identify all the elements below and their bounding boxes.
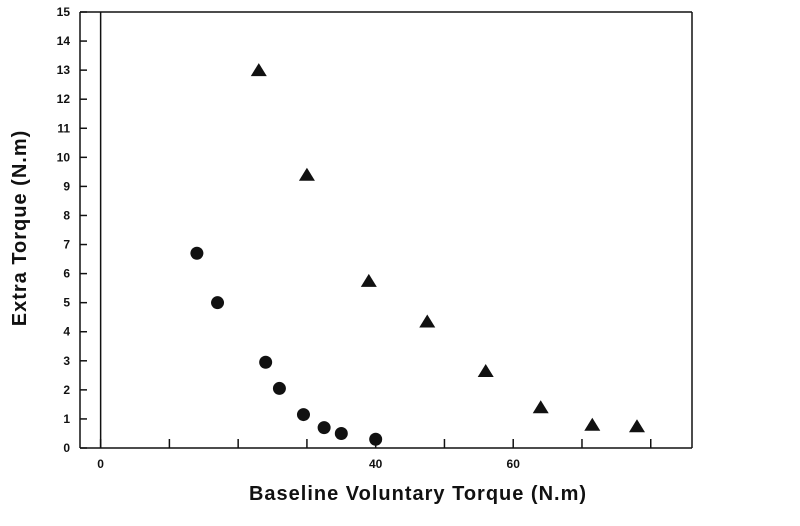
y-tick-label: 1 [63, 412, 70, 426]
triangle-point [298, 167, 315, 181]
triangle-point [360, 273, 377, 287]
y-tick-label: 0 [63, 441, 70, 455]
circle-point [211, 296, 225, 310]
triangle-point [477, 363, 494, 377]
triangle-point [584, 417, 601, 431]
x-tick-label: 60 [507, 457, 521, 471]
y-axis-title: Extra Torque (N.m) [9, 130, 31, 327]
x-axis-title: Baseline Voluntary Torque (N.m) [249, 483, 587, 505]
data-points [190, 63, 645, 446]
triangle-point [250, 63, 267, 77]
y-tick-label: 5 [63, 296, 70, 310]
circle-point [334, 426, 348, 440]
circle-point [190, 246, 204, 260]
y-tick-label: 6 [63, 267, 70, 281]
circle-point [296, 408, 310, 422]
circle-point [272, 381, 286, 395]
circle-point [317, 421, 331, 435]
y-tick-label: 14 [57, 34, 71, 48]
y-tick-label: 12 [57, 92, 71, 106]
y-tick-label: 4 [63, 325, 70, 339]
y-tick-label: 7 [63, 238, 70, 252]
triangle-point [628, 419, 645, 433]
y-tick-label: 9 [63, 179, 70, 193]
y-tick-label: 2 [63, 383, 70, 397]
y-tick-label: 10 [57, 150, 71, 164]
y-tick-label: 3 [63, 354, 70, 368]
x-tick-label: 40 [369, 457, 383, 471]
triangle-point [419, 314, 436, 328]
y-tick-label: 8 [63, 208, 70, 222]
y-tick-label: 11 [57, 121, 70, 135]
circle-point [369, 432, 383, 446]
axes [79, 11, 693, 449]
y-tick-label: 15 [57, 5, 71, 19]
y-tick-label: 13 [57, 63, 71, 77]
circle-point [259, 355, 273, 369]
x-tick-label: 0 [97, 457, 104, 471]
triangle-point [532, 400, 549, 414]
